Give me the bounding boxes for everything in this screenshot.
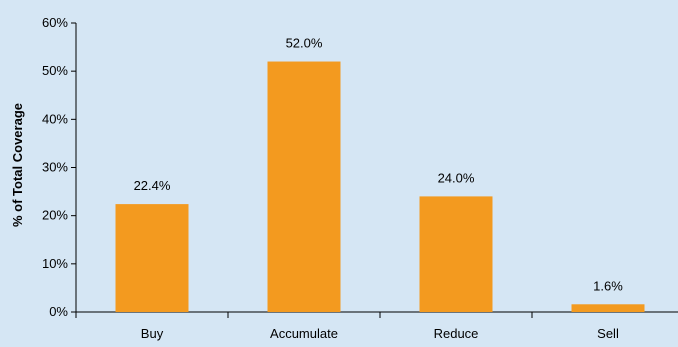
y-tick-label: 40% xyxy=(42,111,68,126)
bar-data-label: 22.4% xyxy=(134,178,171,193)
y-tick-label: 0% xyxy=(49,304,68,319)
bar xyxy=(267,61,341,313)
y-axis-label: % of Total Coverage xyxy=(10,103,25,227)
y-tick-label: 30% xyxy=(42,160,68,175)
bar-data-label: 52.0% xyxy=(286,36,323,51)
bar-series: 22.4% Buy 52.0% Accumulate 24.0% Reduce 1.6% Se… xyxy=(115,36,645,341)
bar xyxy=(419,196,493,312)
y-tick-label: 50% xyxy=(42,63,68,78)
y-axis: 0% 10% 20% 30% 40% 50% 60% xyxy=(42,15,77,319)
bar xyxy=(571,304,645,312)
y-tick-label: 60% xyxy=(42,15,68,30)
x-tick-label: Buy xyxy=(141,326,164,341)
x-tick-label: Accumulate xyxy=(270,326,338,341)
x-tick-label: Sell xyxy=(597,326,619,341)
x-tick-label: Reduce xyxy=(434,326,479,341)
bar-data-label: 24.0% xyxy=(438,170,475,185)
bar xyxy=(115,204,189,312)
y-tick-label: 20% xyxy=(42,208,68,223)
y-tick-label: 10% xyxy=(42,256,68,271)
bar-data-label: 1.6% xyxy=(593,278,623,293)
